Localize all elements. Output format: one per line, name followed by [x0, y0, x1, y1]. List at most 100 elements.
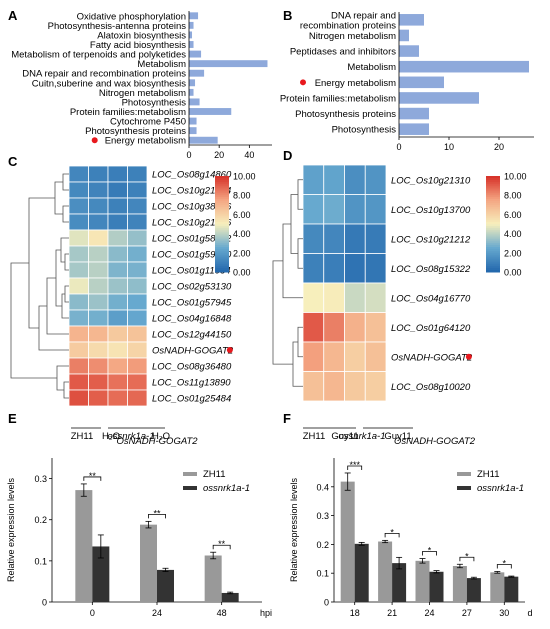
- f-significance-label: *: [465, 551, 469, 561]
- c-gene-label: LOC_Os08g36480: [152, 362, 232, 373]
- d-colorbar-label: 4.00: [504, 229, 522, 239]
- d-heatmap-cell: [344, 312, 366, 343]
- a-bar: [189, 117, 197, 125]
- panel-a: A Oxidative phosphorylationPhotosynthesis…: [8, 8, 272, 160]
- d-gene-label: LOC_Os10g21310: [391, 175, 471, 186]
- c-gene-label: LOC_Os01g57945: [152, 298, 232, 309]
- a-bar: [189, 98, 200, 106]
- d-gene-label: LOC_Os08g15322: [391, 264, 471, 275]
- c-colorbar-segment: [215, 268, 229, 271]
- d-column-label: ZH11: [303, 431, 326, 442]
- c-heatmap-cell: [68, 229, 89, 247]
- c-heatmap-cell: [68, 277, 89, 295]
- c-heatmap-cell: [107, 165, 128, 183]
- c-colorbar-segment: [215, 231, 229, 235]
- d-colorbar-segment: [486, 270, 500, 273]
- f-bar: [378, 541, 393, 602]
- f-x-unit: d: [527, 608, 532, 618]
- c-highlight-dot: [226, 347, 233, 353]
- c-heatmap-cell: [88, 197, 109, 215]
- b-category-label: Photosynthesis proteins: [295, 109, 396, 120]
- c-dendrogram-branch: [56, 365, 69, 391]
- e-y-tick-label: 0: [42, 598, 47, 608]
- c-heatmap-cell: [88, 293, 109, 311]
- c-heatmap-cell: [127, 245, 148, 263]
- e-x-tick-label: 24: [152, 608, 162, 618]
- d-colorbar-segment: [486, 243, 500, 246]
- c-dendrogram-branch: [28, 197, 55, 329]
- panel-label: F: [283, 411, 291, 426]
- c-colorbar-segment: [215, 270, 229, 273]
- d-heatmap-cell: [344, 253, 366, 284]
- c-heatmap-cell: [107, 373, 128, 391]
- d-colorbar-segment: [486, 241, 500, 244]
- a-category-label: Photosynthesis proteins: [85, 126, 186, 137]
- a-highlight-dot: [91, 137, 98, 144]
- c-colorbar-segment: [215, 210, 229, 213]
- f-bar: [504, 576, 519, 602]
- d-gene-label: LOC_Os04g16770: [391, 293, 471, 304]
- e-legend-swatch: [183, 486, 197, 490]
- c-gene-label: OsNADH-GOGAT2: [152, 346, 234, 357]
- f-significance-bracket: [422, 551, 437, 556]
- d-gene-label: LOC_Os10g13700: [391, 205, 471, 216]
- c-gene-label: LOC_Os01g25484: [152, 394, 231, 405]
- d-colorbar-segment: [486, 206, 500, 210]
- c-colorbar-segment: [215, 177, 229, 181]
- d-colorbar-segment: [486, 185, 500, 189]
- c-colorbar-segment: [215, 189, 229, 192]
- d-dendrogram-branch: [282, 223, 303, 299]
- b-bar: [399, 123, 429, 135]
- a-category-label: Nitrogen metabolism: [99, 88, 186, 99]
- e-bar: [75, 490, 93, 602]
- c-heatmap-cell: [68, 325, 89, 343]
- panel-label: B: [283, 8, 292, 23]
- e-x-tick-label: 0: [90, 608, 95, 618]
- e-legend-swatch: [183, 472, 197, 476]
- d-colorbar-segment: [486, 177, 500, 181]
- f-x-tick-label: 27: [462, 608, 472, 618]
- c-gene-label: LOC_Os11g13890: [152, 378, 231, 389]
- c-dendrogram-branch: [64, 285, 69, 303]
- d-colorbar-segment: [486, 191, 500, 194]
- c-colorbar-segment: [215, 181, 229, 185]
- a-x-tick-label: 40: [244, 150, 254, 160]
- c-colorbar-segment: [215, 225, 229, 229]
- c-colorbar-label: 2.00: [233, 248, 251, 258]
- c-gene-label: LOC_Os02g53130: [152, 282, 232, 293]
- b-x-tick-label: 0: [396, 142, 401, 152]
- f-significance-bracket: [459, 556, 475, 562]
- c-gene-label: LOC_Os10g21324: [152, 186, 231, 197]
- a-x-tick-label: 0: [186, 150, 191, 160]
- c-heatmap-cell: [107, 341, 128, 359]
- c-colorbar-segment: [215, 239, 229, 242]
- d-colorbar-segment: [486, 199, 500, 202]
- d-colorbar-segment: [486, 212, 500, 215]
- f-x-tick-label: 30: [499, 608, 509, 618]
- d-dendrogram-branch: [297, 179, 303, 210]
- d-column-label: Guy11: [384, 431, 411, 442]
- d-heatmap-cell: [344, 371, 366, 402]
- f-y-tick-label: 0.2: [316, 540, 329, 550]
- b-category-label: DNA repair and: [331, 10, 396, 21]
- d-dendrogram-branch: [272, 260, 293, 365]
- d-colorbar-segment: [486, 229, 500, 233]
- a-bar: [189, 108, 232, 115]
- d-heatmap-cell: [323, 253, 345, 284]
- c-colorbar-segment: [215, 176, 229, 179]
- panel-label: E: [8, 411, 17, 426]
- c-column-label: ZH11: [71, 431, 94, 442]
- f-legend-swatch: [457, 486, 471, 490]
- panel-d: D LOC_Os10g21310 LOC_Os10g13700 LOC_Os10g21…: [272, 148, 527, 442]
- c-dendrogram-branch: [10, 262, 57, 379]
- f-bar: [415, 560, 430, 602]
- c-colorbar-segment: [215, 222, 229, 225]
- f-significance-bracket: [347, 465, 363, 470]
- d-colorbar-segment: [486, 218, 500, 221]
- d-heatmap-cell: [323, 371, 345, 402]
- c-heatmap-cell: [68, 245, 89, 263]
- e-significance-label: **: [218, 539, 226, 549]
- d-colorbar-label: 8.00: [504, 191, 522, 201]
- f-legend-label: ZH11: [477, 469, 500, 480]
